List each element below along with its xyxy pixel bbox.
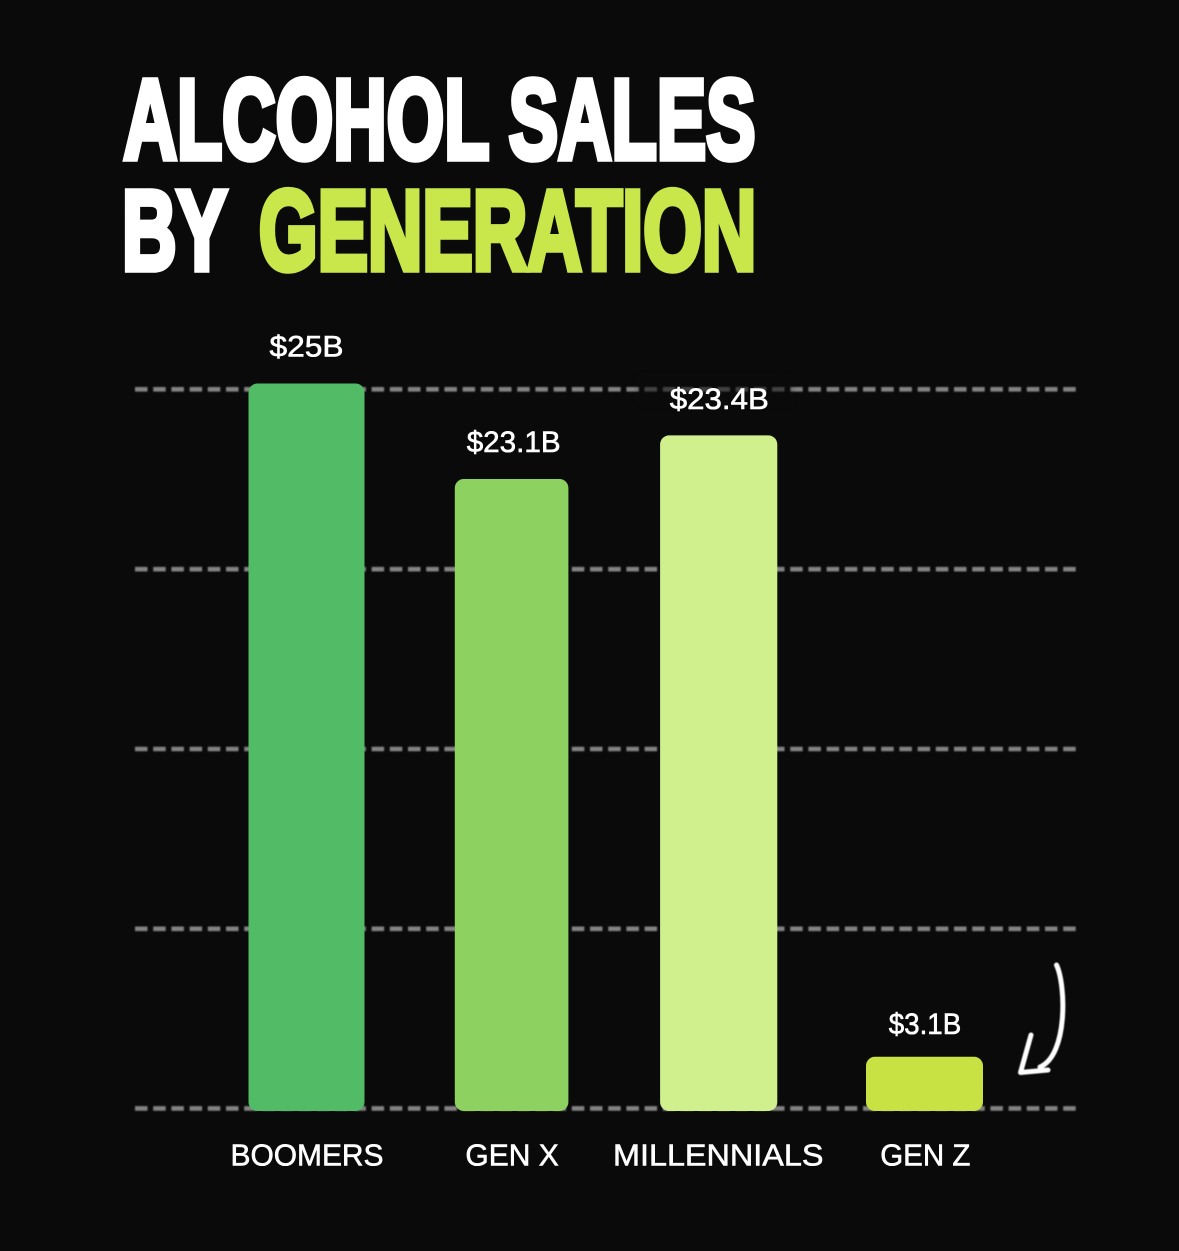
svg-text:GEN Z: GEN Z xyxy=(880,1138,970,1173)
svg-text:$23.1B: $23.1B xyxy=(467,426,561,459)
svg-text:GENERATION: GENERATION xyxy=(259,168,757,295)
svg-text:$25B: $25B xyxy=(270,331,344,364)
svg-text:$23.4B: $23.4B xyxy=(670,383,769,416)
svg-text:MILLENNIALS: MILLENNIALS xyxy=(613,1138,823,1173)
svg-text:BY: BY xyxy=(122,168,227,295)
svg-text:GEN X: GEN X xyxy=(465,1138,559,1173)
svg-text:$3.1B: $3.1B xyxy=(889,1008,962,1041)
svg-text:BOOMERS: BOOMERS xyxy=(231,1138,384,1173)
svg-text:ALCOHOL SALES: ALCOHOL SALES xyxy=(124,57,756,184)
